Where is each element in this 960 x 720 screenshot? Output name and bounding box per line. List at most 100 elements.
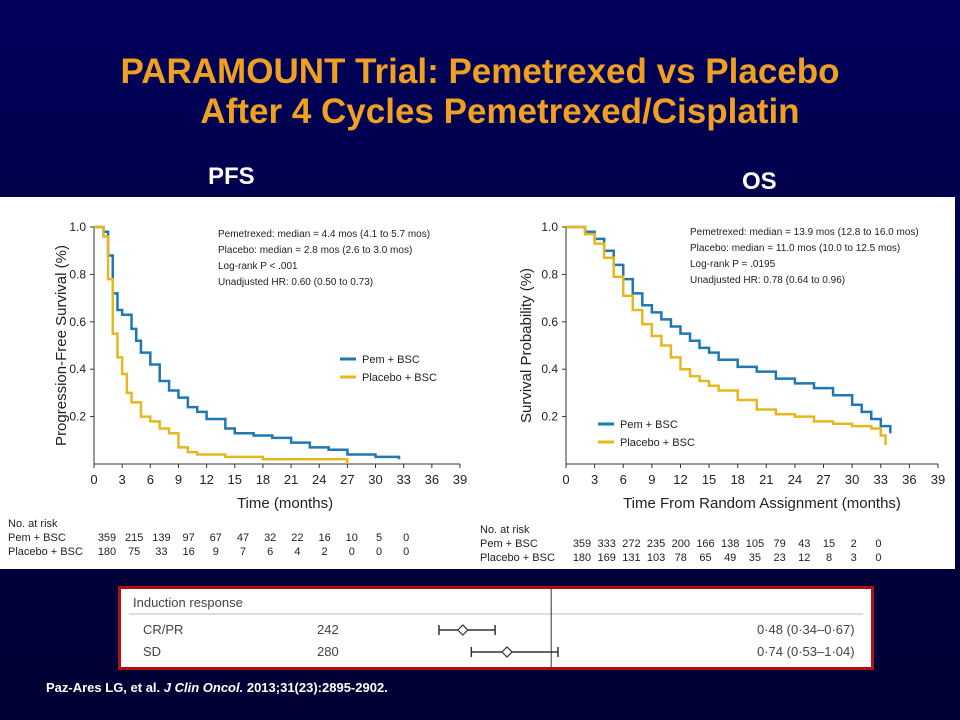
pfs-x-tick-label: 33 bbox=[396, 472, 410, 487]
os-at-risk-row-label: Placebo + BSC bbox=[480, 552, 555, 564]
title-line-1: PARAMOUNT Trial: Pemetrexed vs Placebo bbox=[120, 52, 840, 91]
os-at-risk-value: 272 bbox=[622, 538, 640, 550]
pfs-y-tick-label: 0.2 bbox=[69, 410, 86, 424]
pfs-at-risk-value: 2 bbox=[322, 546, 328, 558]
forest-point-estimate bbox=[456, 624, 469, 636]
citation-authors: Paz-Ares LG, et al. bbox=[46, 680, 164, 695]
pfs-at-risk-value: 10 bbox=[346, 532, 358, 544]
os-at-risk-value: 35 bbox=[749, 552, 761, 564]
os-chart: 0 3 6 9 12 15 18 21 24 27 30 33 36 390.20.40.60.81.0T… bbox=[480, 220, 945, 564]
pfs-at-risk-value: 67 bbox=[210, 532, 222, 544]
pfs-annotation: Log-rank P < .001 bbox=[218, 261, 298, 272]
forest-header: Induction response bbox=[133, 595, 243, 610]
os-x-tick-label: 3 bbox=[591, 472, 598, 487]
os-at-risk-value: 131 bbox=[622, 552, 640, 564]
pfs-at-risk-value: 5 bbox=[376, 532, 382, 544]
os-at-risk-value: 43 bbox=[798, 538, 810, 550]
os-annotation: Pemetrexed: median = 13.9 mos (12.8 to 1… bbox=[690, 227, 919, 238]
pfs-x-tick-label: 3 bbox=[119, 472, 126, 487]
forest-plot: Induction response CR/PR 242 0·48 (0·34–0·6… bbox=[118, 586, 874, 670]
pfs-x-tick-label: 6 bbox=[147, 472, 154, 487]
forest-row-label: SD bbox=[143, 644, 161, 659]
pfs-panel: 0 3 6 9 12 15 18 21 24 27 30 33 36 39 0.2 0.4 0.6 0.8 1.0 T… bbox=[0, 197, 476, 569]
pfs-at-risk-value: 0 bbox=[376, 546, 382, 558]
os-series-line-pem bbox=[566, 225, 892, 434]
os-y-tick-label: 0.6 bbox=[541, 315, 558, 329]
pfs-at-risk-value: 9 bbox=[213, 546, 219, 558]
pfs-at-risk-value: 47 bbox=[237, 532, 249, 544]
pfs-x-tick-label: 9 bbox=[175, 472, 182, 487]
pfs-at-risk-value: 33 bbox=[155, 546, 167, 558]
os-at-risk-value: 138 bbox=[721, 538, 739, 550]
pfs-legend-label: Pem + BSC bbox=[362, 354, 420, 366]
os-x-tick-label: 39 bbox=[931, 472, 945, 487]
os-y-tick-label: 1.0 bbox=[541, 220, 558, 234]
os-x-tick-label: 0 bbox=[562, 472, 569, 487]
os-y-tick-label: 0.4 bbox=[541, 362, 558, 376]
pfs-at-risk-value: 32 bbox=[264, 532, 276, 544]
pfs-annotation: Placebo: median = 2.8 mos (2.6 to 3.0 mo… bbox=[218, 245, 412, 256]
citation-journal: J Clin Oncol. bbox=[163, 680, 244, 695]
os-at-risk-value: 0 bbox=[875, 538, 881, 550]
os-x-tick-label: 6 bbox=[620, 472, 627, 487]
os-x-tick-label: 15 bbox=[702, 472, 716, 487]
os-at-risk-value: 79 bbox=[773, 538, 785, 550]
pfs-annotation: Pemetrexed: median = 4.4 mos (4.1 to 5.7… bbox=[218, 229, 430, 240]
os-at-risk-value: 166 bbox=[696, 538, 714, 550]
pfs-y-tick-label: 0.8 bbox=[69, 267, 86, 281]
pfs-at-risk-value: 7 bbox=[240, 546, 246, 558]
pfs-x-tick-label: 15 bbox=[228, 472, 242, 487]
pfs-annotation: Unadjusted HR: 0.60 (0.50 to 0.73) bbox=[218, 277, 373, 288]
os-label: OS bbox=[742, 168, 777, 195]
pfs-at-risk-header: No. at risk bbox=[8, 518, 58, 530]
pfs-at-risk-row-label: Placebo + BSC bbox=[8, 546, 83, 558]
os-at-risk-value: 3 bbox=[851, 552, 857, 564]
os-x-tick-label: 9 bbox=[648, 472, 655, 487]
os-at-risk-value: 333 bbox=[598, 538, 616, 550]
pfs-x-tick-label: 24 bbox=[312, 472, 326, 487]
os-at-risk-value: 200 bbox=[672, 538, 690, 550]
pfs-label: PFS bbox=[208, 163, 255, 190]
pfs-at-risk-value: 359 bbox=[98, 532, 116, 544]
os-y-tick-label: 0.2 bbox=[541, 410, 558, 424]
pfs-x-tick-label: 0 bbox=[90, 472, 97, 487]
pfs-x-tick-label: 36 bbox=[425, 472, 439, 487]
pfs-at-risk-value: 75 bbox=[128, 546, 140, 558]
pfs-at-risk-value: 0 bbox=[403, 546, 409, 558]
os-legend-label: Placebo + BSC bbox=[620, 437, 695, 449]
os-at-risk-value: 359 bbox=[573, 538, 591, 550]
pfs-at-risk-value: 180 bbox=[98, 546, 116, 558]
os-panel: 0 3 6 9 12 15 18 21 24 27 30 33 36 39 0.2 0.4 0.6 0.8 1.0 T… bbox=[476, 197, 955, 569]
os-y-axis-label: Survival Probability (%) bbox=[518, 268, 535, 423]
forest-plot-chart: Induction response CR/PR 242 0·48 (0·34–0·6… bbox=[129, 589, 863, 667]
pfs-x-tick-label: 30 bbox=[368, 472, 382, 487]
title-line-2: After 4 Cycles Pemetrexed/Cisplatin bbox=[200, 92, 800, 131]
pfs-series-line-pem bbox=[94, 225, 401, 460]
forest-row-hr-text: 0·74 (0·53–1·04) bbox=[757, 644, 855, 659]
pfs-at-risk-row-label: Pem + BSC bbox=[8, 532, 66, 544]
os-x-tick-label: 12 bbox=[673, 472, 687, 487]
pfs-series-line-placebo bbox=[94, 225, 349, 464]
pfs-at-risk-value: 215 bbox=[125, 532, 143, 544]
os-at-risk-value: 23 bbox=[773, 552, 785, 564]
os-x-tick-label: 30 bbox=[845, 472, 859, 487]
os-y-tick-label: 0.8 bbox=[541, 267, 558, 281]
os-x-tick-label: 33 bbox=[874, 472, 888, 487]
forest-point-estimate bbox=[501, 646, 513, 658]
os-at-risk-value: 235 bbox=[647, 538, 665, 550]
os-annotation: Log-rank P = .0195 bbox=[690, 259, 776, 270]
os-x-tick-label: 36 bbox=[902, 472, 916, 487]
slide-title: PARAMOUNT Trial: Pemetrexed vs Placebo A… bbox=[0, 52, 960, 132]
pfs-at-risk-value: 0 bbox=[349, 546, 355, 558]
citation: Paz-Ares LG, et al. J Clin Oncol. 2013;3… bbox=[46, 680, 388, 695]
pfs-y-axis-label: Progression-Free Survival (%) bbox=[53, 245, 70, 446]
pfs-at-risk-value: 6 bbox=[267, 546, 273, 558]
citation-rest: 2013;31(23):2895-2902. bbox=[243, 680, 388, 695]
pfs-y-tick-label: 1.0 bbox=[69, 220, 86, 234]
os-at-risk-value: 78 bbox=[675, 552, 687, 564]
pfs-chart: 0 3 6 9 12 15 18 21 24 27 30 33 36 390.20.40.60.81.0T… bbox=[8, 220, 467, 558]
os-at-risk-value: 15 bbox=[823, 538, 835, 550]
os-annotation: Unadjusted HR: 0.78 (0.64 to 0.96) bbox=[690, 275, 845, 286]
os-x-axis-label: Time From Random Assignment (months) bbox=[623, 495, 901, 512]
os-at-risk-value: 103 bbox=[647, 552, 665, 564]
